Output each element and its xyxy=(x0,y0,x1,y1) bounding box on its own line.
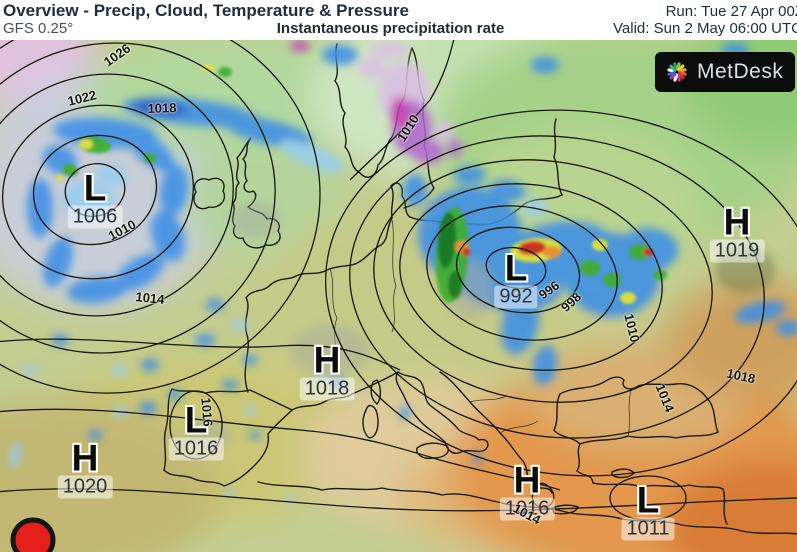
model-label: GFS 0.25° xyxy=(3,20,74,37)
run-timestamp: Run: Tue 27 Apr 00Z xyxy=(665,3,797,20)
pinwheel-snowflake-icon xyxy=(667,62,687,82)
weather-map: L 1006 L 992 H 1019 H 1018 L 1016 H 1020 H 1016 L 1011 1… xyxy=(0,40,797,552)
isobars-layer xyxy=(0,40,797,521)
header: Overview - Precip, Cloud, Temperature & … xyxy=(0,0,797,40)
valid-timestamp: Valid: Sun 2 May 06:00 UTC xyxy=(613,20,797,37)
layer-subtitle: Instantaneous precipitation rate xyxy=(276,20,505,37)
metdesk-logo: MetDesk xyxy=(655,52,795,92)
logo-text: MetDesk xyxy=(697,60,784,83)
page-title: Overview - Precip, Cloud, Temperature & … xyxy=(3,1,409,20)
map-marker-dot xyxy=(10,517,56,552)
map-canvas xyxy=(0,40,797,552)
